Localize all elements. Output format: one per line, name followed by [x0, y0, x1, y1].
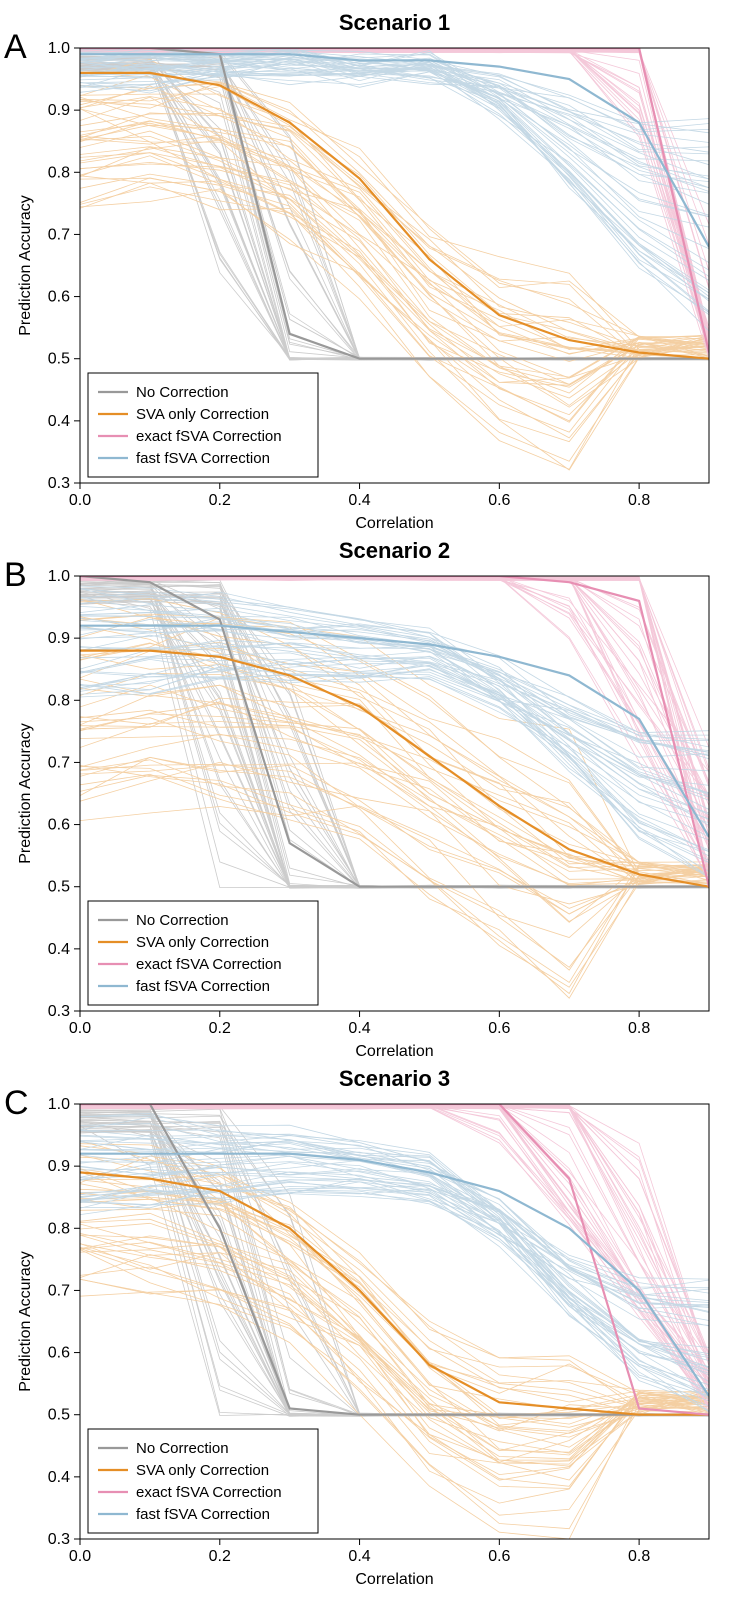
legend-label: exact fSVA Correction	[136, 956, 282, 973]
panel-label-B: B	[4, 556, 27, 595]
chart-C: 0.0 0.2 0.4 0.6 0.8 0.3 0.4 0.5 0.6 0.7 0.8 0.9 1.0 C…	[0, 1094, 729, 1594]
y-tick-label: 0.7	[48, 1282, 70, 1299]
x-tick-label: 0.4	[348, 1020, 370, 1037]
trace-exact_fsva	[80, 49, 709, 350]
legend-label: SVA only Correction	[136, 406, 269, 423]
panel-C: CScenario 30.00.20.40.60.80.30.40.50.60.…	[0, 1066, 729, 1594]
y-tick-label: 0.6	[48, 289, 70, 306]
x-tick-label: 0.6	[488, 1548, 510, 1565]
panel-title-B: Scenario 2	[80, 538, 709, 564]
figure-container: AScenario 10.00.20.40.60.80.30.40.50.60.…	[0, 0, 729, 1604]
panel-label-A: A	[4, 28, 27, 67]
x-tick-label: 0.8	[628, 492, 650, 509]
y-tick-label: 0.3	[48, 1531, 70, 1548]
trace-sva_only	[80, 642, 709, 884]
trace-exact_fsva	[80, 579, 709, 826]
legend-label: SVA only Correction	[136, 934, 269, 951]
panel-B: BScenario 20.00.20.40.60.80.30.40.50.60.…	[0, 538, 729, 1066]
y-tick-label: 0.5	[48, 351, 70, 368]
trace-sva_only	[80, 97, 709, 377]
trace-no_correction	[80, 1114, 709, 1416]
legend-label: exact fSVA Correction	[136, 1484, 282, 1501]
y-tick-label: 0.5	[48, 879, 70, 896]
legend-label: No Correction	[136, 912, 229, 929]
trace-sva_only	[80, 685, 709, 877]
trace-sva_only	[80, 735, 709, 872]
y-tick-label: 0.4	[48, 413, 70, 430]
trace-no_correction	[80, 583, 709, 888]
y-tick-label: 0.8	[48, 164, 70, 181]
x-tick-label: 0.4	[348, 492, 370, 509]
panel-label-C: C	[4, 1084, 29, 1123]
panel-A: AScenario 10.00.20.40.60.80.30.40.50.60.…	[0, 10, 729, 538]
x-tick-label: 0.8	[628, 1020, 650, 1037]
legend-label: SVA only Correction	[136, 1462, 269, 1479]
trace-exact_fsva	[80, 49, 709, 341]
trace-exact_fsva	[80, 51, 709, 356]
y-tick-label: 0.8	[48, 692, 70, 709]
x-tick-label: 0.4	[348, 1548, 370, 1565]
y-axis-label: Prediction Accuracy	[17, 1251, 34, 1392]
trace-sva_only	[80, 101, 709, 358]
trace-exact_fsva	[80, 50, 709, 339]
legend-label: fast fSVA Correction	[136, 450, 270, 467]
y-tick-label: 0.3	[48, 475, 70, 492]
y-tick-label: 1.0	[48, 1096, 70, 1113]
trace-no_correction	[80, 1114, 709, 1416]
panel-title-C: Scenario 3	[80, 1066, 709, 1092]
y-tick-label: 0.6	[48, 817, 70, 834]
trace-fast_fsva	[80, 616, 709, 740]
trace-fast_fsva	[80, 589, 709, 861]
y-axis-label: Prediction Accuracy	[17, 723, 34, 864]
y-tick-label: 0.7	[48, 226, 70, 243]
trace-exact_fsva	[80, 579, 709, 842]
x-tick-label: 0.0	[69, 492, 91, 509]
y-tick-label: 0.3	[48, 1003, 70, 1020]
trace-exact_fsva	[80, 50, 709, 336]
trace-fast_fsva	[80, 69, 709, 227]
y-tick-label: 0.6	[48, 1345, 70, 1362]
x-axis-label: Correlation	[355, 1043, 433, 1060]
y-tick-label: 0.9	[48, 102, 70, 119]
trace-sva_only	[80, 109, 709, 408]
trace-sva_only	[80, 726, 709, 882]
x-tick-label: 0.2	[209, 492, 231, 509]
trace-no_correction	[80, 68, 709, 359]
x-tick-label: 0.2	[209, 1020, 231, 1037]
y-tick-label: 0.5	[48, 1407, 70, 1424]
y-tick-label: 0.9	[48, 1158, 70, 1175]
y-tick-label: 0.8	[48, 1220, 70, 1237]
x-tick-label: 0.6	[488, 1020, 510, 1037]
y-tick-label: 1.0	[48, 40, 70, 57]
x-tick-label: 0.8	[628, 1548, 650, 1565]
legend-label: fast fSVA Correction	[136, 1506, 270, 1523]
trace-sva_only	[80, 722, 709, 875]
y-tick-label: 0.4	[48, 1469, 70, 1486]
legend-label: exact fSVA Correction	[136, 428, 282, 445]
y-tick-label: 0.7	[48, 754, 70, 771]
chart-A: 0.0 0.2 0.4 0.6 0.8 0.3 0.4 0.5 0.6 0.7 0.8 0.9 1.0 C…	[0, 38, 729, 538]
x-tick-label: 0.2	[209, 1548, 231, 1565]
x-tick-label: 0.6	[488, 492, 510, 509]
legend-label: No Correction	[136, 1440, 229, 1457]
trace-fast_fsva	[80, 1181, 709, 1396]
y-axis-label: Prediction Accuracy	[17, 195, 34, 336]
y-tick-label: 1.0	[48, 568, 70, 585]
y-tick-label: 0.9	[48, 630, 70, 647]
trace-sva_only	[80, 147, 709, 393]
legend-label: No Correction	[136, 384, 229, 401]
legend-label: fast fSVA Correction	[136, 978, 270, 995]
x-tick-label: 0.0	[69, 1020, 91, 1037]
x-axis-label: Correlation	[355, 1571, 433, 1588]
chart-B: 0.0 0.2 0.4 0.6 0.8 0.3 0.4 0.5 0.6 0.7 0.8 0.9 1.0 C…	[0, 566, 729, 1066]
x-tick-label: 0.0	[69, 1548, 91, 1565]
trace-exact_fsva	[80, 576, 709, 879]
x-axis-label: Correlation	[355, 515, 433, 532]
y-tick-label: 0.4	[48, 941, 70, 958]
panel-title-A: Scenario 1	[80, 10, 709, 36]
